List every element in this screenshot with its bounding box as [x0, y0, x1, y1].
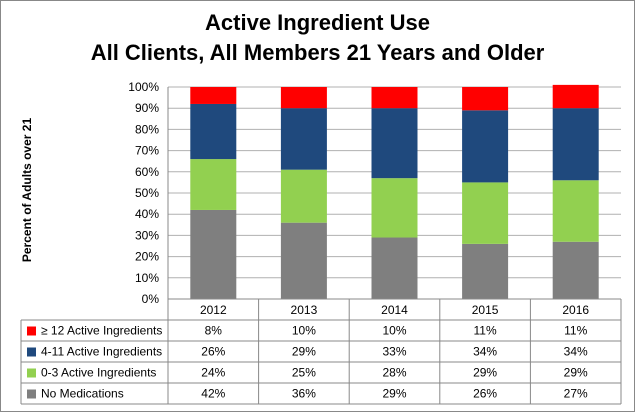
y-tick-label: 40%	[135, 207, 159, 221]
bar-segment	[552, 241, 599, 299]
table-value: 36%	[292, 387, 316, 401]
bar-segment	[280, 169, 327, 223]
table-value: 33%	[382, 345, 406, 359]
bar-segment	[190, 87, 237, 104]
x-category-label: 2015	[472, 303, 499, 317]
bar-segment	[552, 84, 599, 109]
bar-segment	[190, 103, 237, 160]
y-tick-label: 100%	[128, 80, 159, 94]
table-value: 11%	[474, 324, 497, 338]
bar-segment	[552, 180, 599, 242]
y-tick-label: 80%	[135, 122, 159, 136]
legend-swatch	[27, 389, 36, 399]
bar-segment	[190, 159, 237, 210]
y-tick-label: 50%	[135, 186, 159, 200]
table-value: 42%	[201, 387, 225, 401]
table-value: 28%	[382, 366, 406, 380]
bar-segment	[280, 87, 327, 109]
bar-segment	[552, 108, 599, 181]
table-value: 25%	[292, 366, 316, 380]
y-tick-label: 10%	[135, 271, 159, 285]
legend-label: 4-11 Active Ingredients	[41, 345, 162, 359]
x-category-label: 2014	[381, 303, 408, 317]
legend-label: No Medications	[41, 387, 124, 401]
y-tick-label: 90%	[135, 101, 159, 115]
legend-swatch	[27, 347, 36, 357]
table-value: 29%	[382, 387, 406, 401]
bar-segment	[280, 222, 327, 299]
x-category-label: 2012	[200, 303, 227, 317]
y-tick-label: 0%	[142, 292, 160, 306]
bar-segment	[462, 110, 509, 183]
bar-segment	[462, 182, 509, 244]
table-value: 27%	[564, 387, 588, 401]
chart-title-line-2: All Clients, All Members 21 Years and Ol…	[90, 40, 545, 65]
bar-segment	[371, 108, 418, 179]
table-value: 29%	[473, 366, 497, 380]
legend-label: ≥ 12 Active Ingredients	[41, 324, 162, 338]
y-tick-label: 30%	[135, 228, 159, 242]
y-tick-label: 20%	[135, 250, 159, 264]
table-value: 10%	[382, 324, 406, 338]
x-category-label: 2016	[562, 303, 589, 317]
table-value: 10%	[292, 324, 316, 338]
bar-segment	[371, 237, 418, 299]
x-category-label: 2013	[291, 303, 318, 317]
table-value: 34%	[564, 345, 588, 359]
table-value: 24%	[201, 366, 225, 380]
table-value: 26%	[201, 345, 225, 359]
bar-segment	[371, 178, 418, 238]
table-value: 34%	[473, 345, 497, 359]
chart-title-line-1: Active Ingredient Use	[205, 10, 430, 35]
bar-segment	[371, 87, 418, 109]
legend-swatch	[27, 368, 36, 378]
bar-segment	[190, 209, 237, 299]
bar-segment	[462, 87, 509, 111]
bar-segment	[280, 108, 327, 170]
table-value: 26%	[473, 387, 497, 401]
y-tick-label: 70%	[135, 144, 159, 158]
legend-label: 0-3 Active Ingredients	[41, 366, 156, 380]
chart-title: Active Ingredient Use All Clients, All M…	[0, 8, 635, 68]
y-tick-label: 60%	[135, 165, 159, 179]
legend-swatch	[27, 326, 36, 336]
table-value: 8%	[205, 324, 223, 338]
table-value: 29%	[564, 366, 588, 380]
bar-segment	[462, 243, 509, 299]
table-value: 11%	[564, 324, 587, 338]
table-value: 29%	[292, 345, 316, 359]
